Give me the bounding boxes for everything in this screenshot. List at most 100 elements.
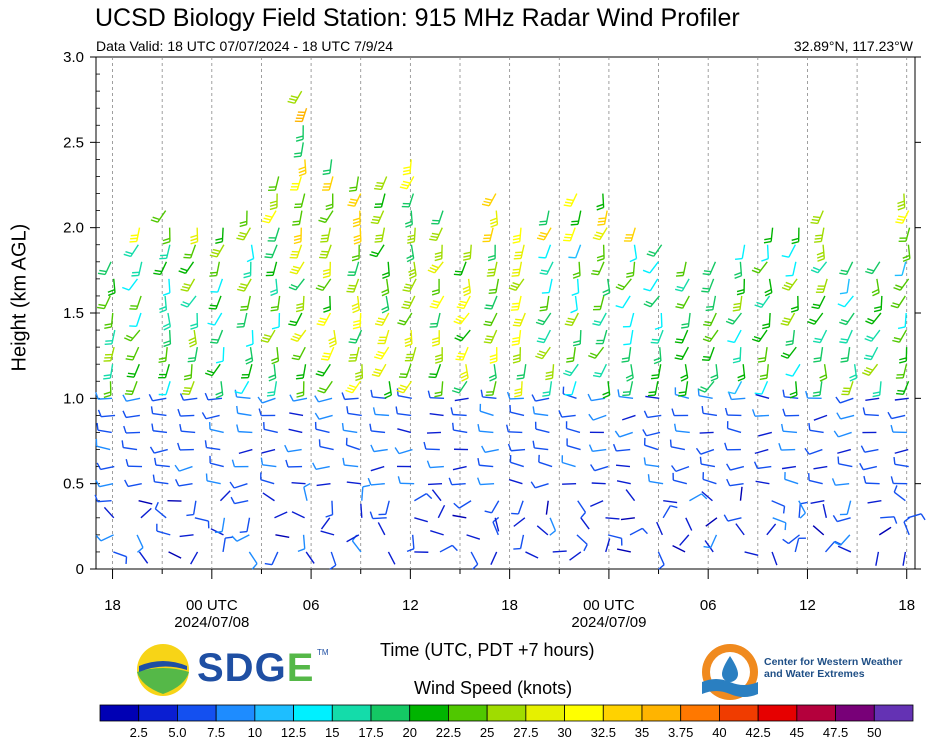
wind-barb: [867, 500, 882, 504]
wind-barb: [429, 413, 444, 417]
wind-barb: [645, 395, 660, 400]
wind-barb: [703, 312, 717, 327]
colorbar-swatch: [254, 704, 294, 722]
wind-barb: [288, 312, 303, 327]
wind-barb: [650, 329, 664, 344]
wind-barb: [839, 329, 853, 344]
wind-barb: [289, 261, 305, 275]
wind-barb: [150, 210, 167, 223]
wind-barb: [231, 534, 250, 542]
wind-barb: [295, 364, 307, 380]
wind-barb: [289, 244, 303, 259]
x-tick-label: 18: [898, 597, 915, 614]
wind-barb: [791, 227, 800, 245]
wind-barb: [431, 210, 444, 225]
wind-barb: [354, 364, 364, 382]
colorbar-label-tick: 22.5: [436, 725, 461, 740]
wind-barb: [177, 408, 195, 417]
wind-barb: [710, 364, 719, 382]
wind-barb: [723, 514, 742, 522]
wind-barb: [647, 381, 659, 397]
wind-barb: [757, 347, 768, 363]
wind-barb: [291, 482, 306, 485]
wind-barb: [739, 486, 743, 501]
wind-barb: [320, 227, 331, 243]
wind-barb: [794, 537, 806, 553]
wind-barb: [404, 330, 413, 348]
wind-barb: [351, 244, 360, 262]
x-tick-label: 18: [501, 597, 518, 614]
wind-barb: [219, 490, 231, 502]
wind-barb: [672, 545, 686, 553]
wind-barb: [325, 500, 334, 518]
wind-barb: [621, 414, 636, 421]
wind-barb: [402, 278, 417, 293]
wind-barb: [162, 278, 171, 296]
wind-barb: [316, 482, 331, 487]
wind-barb: [538, 244, 552, 259]
wind-barb: [361, 484, 371, 501]
x-tick-label: 06: [700, 597, 717, 614]
sdge-wordmark-2: E: [286, 646, 315, 690]
wind-barb: [174, 478, 193, 487]
wind-barb: [270, 295, 281, 312]
wind-barb: [293, 227, 302, 245]
wind-barb: [187, 347, 199, 363]
wind-barb: [158, 347, 168, 364]
wind-barb: [887, 411, 906, 420]
wind-barb: [406, 244, 415, 263]
wind-barb: [239, 517, 251, 533]
wind-barb: [816, 244, 826, 262]
wind-barb: [695, 447, 715, 455]
wind-barb: [657, 551, 665, 570]
wind-barb: [268, 176, 280, 192]
colorbar-label-tick: 45: [790, 725, 804, 740]
wind-barb: [455, 346, 469, 361]
x-tick-label: 00 UTC: [583, 597, 635, 614]
colorbar-swatch: [796, 704, 836, 722]
wind-barb: [318, 210, 334, 224]
wind-barb: [532, 406, 549, 417]
wind-barb: [755, 480, 770, 485]
wind-barb: [315, 363, 331, 377]
wind-barb: [103, 364, 114, 380]
wind-barb: [236, 405, 252, 417]
wind-barb: [705, 517, 718, 527]
wind-barb: [322, 159, 333, 176]
wind-barb: [156, 523, 171, 536]
wind-barb: [836, 412, 855, 420]
colorbar-label-tick: 27.5: [513, 725, 538, 740]
wind-barb: [833, 534, 851, 546]
x-tick-label: 00 UTC: [186, 597, 238, 614]
wind-barb: [780, 423, 798, 434]
wind-barb: [616, 548, 631, 553]
wind-barb: [209, 244, 225, 258]
wind-barb: [839, 261, 854, 276]
cw3e-name-line2: and Water Extremes: [764, 668, 865, 680]
colorbar-label-tick: 32.5: [591, 725, 616, 740]
wind-barb: [508, 278, 525, 291]
wind-barb: [397, 428, 412, 434]
wind-barb: [295, 125, 304, 142]
wind-barb: [784, 472, 799, 485]
wind-barb: [489, 210, 499, 228]
wind-barb: [314, 395, 333, 403]
wind-barb: [315, 278, 332, 292]
colorbar-label-tick: 20: [402, 725, 416, 740]
colorbar-label-tick: 12.5: [281, 725, 306, 740]
wind-barb: [345, 437, 361, 451]
wind-barb: [414, 517, 428, 523]
wind-barb: [298, 159, 307, 177]
wind-barb: [897, 312, 907, 330]
wind-barb: [669, 439, 686, 451]
wind-barb: [387, 551, 396, 565]
wind-barb: [592, 363, 608, 378]
wind-barb: [725, 312, 743, 325]
wind-barb: [486, 261, 498, 277]
wind-barb: [370, 210, 385, 225]
wind-barb: [158, 381, 171, 396]
wind-barb: [245, 330, 254, 348]
wind-barb: [374, 193, 386, 209]
wind-barb: [545, 500, 549, 515]
wind-barb: [162, 312, 171, 331]
